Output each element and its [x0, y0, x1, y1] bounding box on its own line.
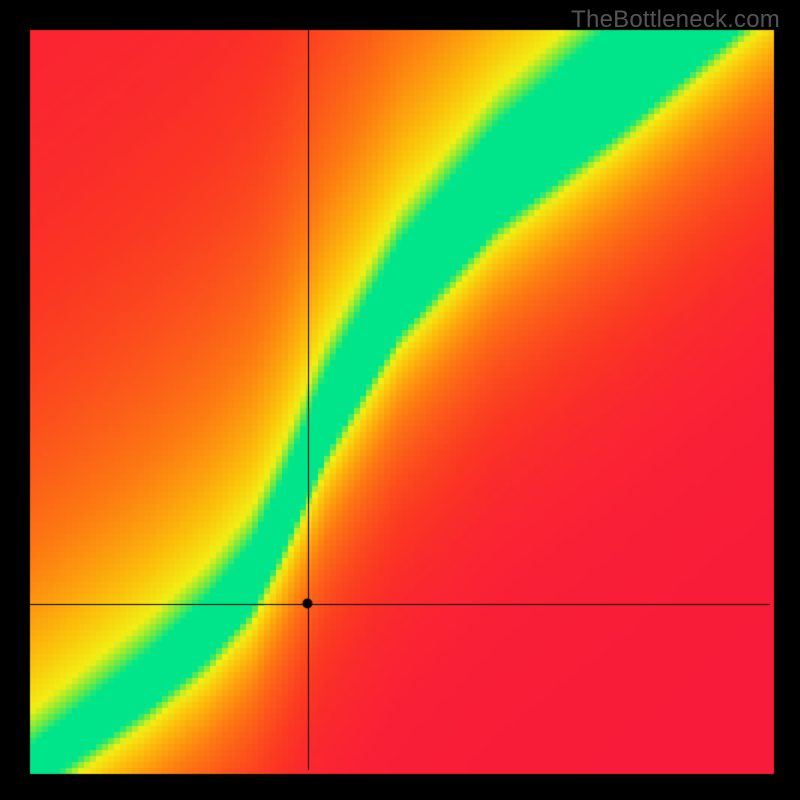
watermark-text: TheBottleneck.com: [571, 6, 780, 34]
bottleneck-heatmap: [0, 0, 800, 800]
chart-container: TheBottleneck.com: [0, 0, 800, 800]
